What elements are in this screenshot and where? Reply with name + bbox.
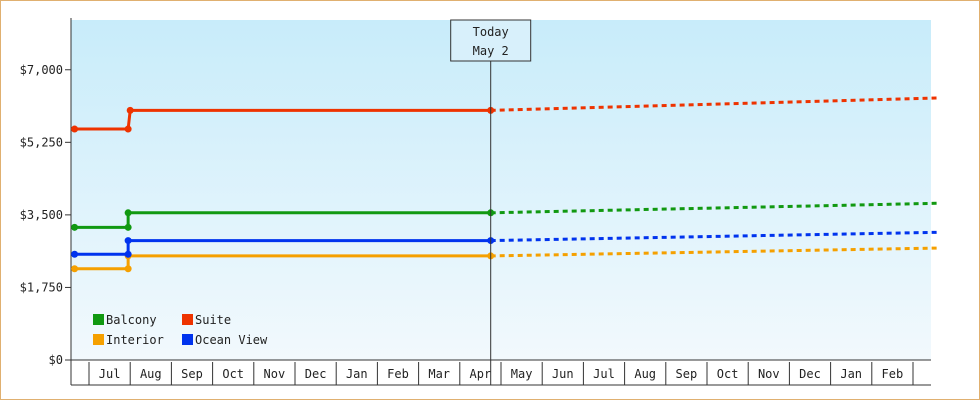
legend-item-suite: Suite [182, 313, 231, 327]
month-label: Dec [799, 367, 821, 381]
today-box [450, 19, 532, 62]
series-line [74, 254, 491, 271]
month-label: Jan [840, 367, 862, 381]
y-tick-label: $5,250 [20, 135, 63, 149]
legend-item-interior: Interior [93, 333, 164, 347]
series-forecast-line [490, 246, 938, 258]
series-suite [71, 96, 938, 133]
today-date: May 2 [473, 44, 509, 58]
legend: Balcony Suite Interior Ocean View [93, 313, 268, 347]
y-tick-label: $1,750 [20, 280, 63, 294]
data-point [126, 106, 134, 114]
y-tick-label: $7,000 [20, 63, 63, 77]
series-forecast-line [490, 96, 938, 112]
series-line [74, 211, 491, 229]
month-label: Oct [222, 367, 244, 381]
data-point [71, 125, 79, 133]
data-point [124, 209, 132, 217]
legend-item-balcony: Balcony [93, 313, 157, 327]
y-tick-label: $3,500 [20, 208, 63, 222]
legend-swatch [93, 314, 104, 325]
month-label: Oct [717, 367, 739, 381]
x-axis: Jul Aug Sep Oct Nov Dec Jan Feb Mar Apr May Jun Jul A… [71, 359, 931, 386]
data-point [71, 265, 79, 273]
month-label: Feb [387, 367, 409, 381]
series-ocean-view [71, 230, 938, 258]
month-label: Aug [140, 367, 162, 381]
month-label: Aug [634, 367, 656, 381]
data-point [71, 223, 79, 231]
month-label: May [511, 367, 533, 381]
month-label: Nov [758, 367, 780, 381]
month-label: Apr [470, 367, 492, 381]
month-label: Mar [428, 367, 450, 381]
plot-background [71, 20, 931, 360]
data-point [124, 125, 132, 133]
month-label: Sep [181, 367, 203, 381]
data-point [124, 237, 132, 245]
month-label: Dec [305, 367, 327, 381]
legend-label: Suite [195, 313, 231, 327]
legend-item-ocean-view: Ocean View [182, 333, 268, 347]
today-label: Today [473, 25, 509, 39]
data-point [124, 223, 132, 231]
series-line [74, 239, 491, 256]
series-layer [71, 96, 938, 273]
legend-label: Interior [106, 333, 164, 347]
month-label: Jan [346, 367, 368, 381]
month-label: Sep [676, 367, 698, 381]
legend-swatch [182, 334, 193, 345]
series-line [74, 108, 491, 131]
legend-label: Balcony [106, 313, 157, 327]
legend-label: Ocean View [195, 333, 268, 347]
month-label: Jul [593, 367, 615, 381]
series-forecast-line [490, 230, 938, 243]
month-label: Feb [882, 367, 904, 381]
data-point [124, 265, 132, 273]
today-marker: Today May 2 [450, 19, 532, 385]
month-label: Jun [552, 367, 574, 381]
y-tick-label: $0 [49, 353, 63, 367]
data-point [124, 250, 132, 258]
legend-swatch [182, 314, 193, 325]
legend-swatch [93, 334, 104, 345]
month-label: Nov [264, 367, 286, 381]
y-axis: $0 $1,750 $3,500 $5,250 $7,000 [20, 18, 72, 385]
series-balcony [71, 201, 938, 231]
month-label: Jul [99, 367, 121, 381]
series-forecast-line [490, 201, 938, 215]
data-point [71, 250, 79, 258]
